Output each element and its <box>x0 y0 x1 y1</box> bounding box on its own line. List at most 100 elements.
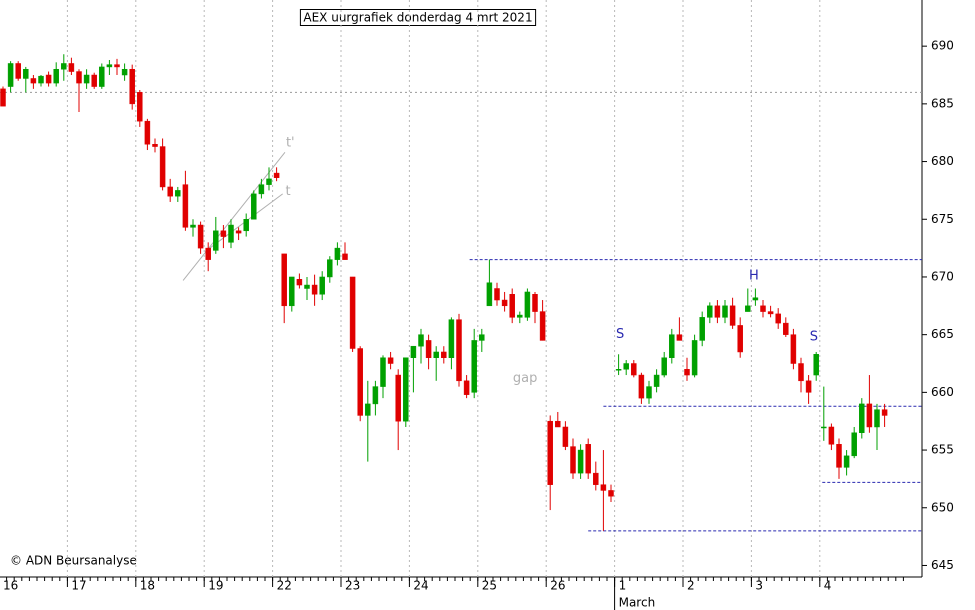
candle-body <box>456 319 462 382</box>
candle-body <box>798 363 804 382</box>
candle-body <box>228 224 234 243</box>
candle-body <box>828 426 835 445</box>
candle-body <box>91 74 97 87</box>
candle-body <box>7 63 14 87</box>
candle-body <box>334 247 341 260</box>
candle-body <box>486 282 493 307</box>
annotation: t <box>285 184 290 199</box>
candle-body <box>220 230 227 237</box>
candle-body <box>235 230 242 234</box>
candle-body <box>83 74 90 84</box>
x-tick-label: 16 <box>3 579 18 593</box>
annotation: H <box>749 268 759 283</box>
candle-body <box>311 284 318 295</box>
y-tick-label: 655 <box>931 443 954 457</box>
candle-body <box>722 305 728 318</box>
y-tick-label: 685 <box>931 96 954 110</box>
candle-body <box>15 63 21 79</box>
x-tick-label: 25 <box>482 579 497 593</box>
candle-body <box>813 354 819 376</box>
candle-body <box>691 340 698 376</box>
candle-body <box>790 334 797 364</box>
candle-body <box>593 472 599 485</box>
candle-body <box>281 253 287 307</box>
candle-body <box>30 78 37 84</box>
y-tick-label: 680 <box>931 154 954 168</box>
candle-body <box>631 363 637 376</box>
y-tick-label: 670 <box>931 269 954 283</box>
annotation: S <box>810 329 818 344</box>
candle-body <box>61 63 67 70</box>
candle-body <box>562 426 569 447</box>
candle-body <box>555 420 561 428</box>
candle-body <box>684 369 690 376</box>
x-tick-label: 23 <box>345 579 360 593</box>
candle-body <box>425 340 432 358</box>
candle-body <box>243 219 249 232</box>
candle-body <box>874 409 880 428</box>
candle-body <box>821 426 827 429</box>
candle-body <box>45 74 52 84</box>
annotation: S <box>616 327 624 342</box>
candle-body <box>539 311 546 341</box>
candle-body <box>205 247 211 260</box>
candle-body <box>441 351 447 358</box>
candle-body <box>524 291 531 318</box>
x-tick-label: 19 <box>208 579 223 593</box>
candle-body <box>714 305 721 318</box>
candle-body <box>380 357 386 387</box>
candle-body <box>167 186 173 197</box>
candle-body <box>836 444 842 468</box>
candle-body <box>327 259 333 278</box>
candle-body <box>532 294 538 312</box>
y-tick-label: 675 <box>931 212 954 226</box>
x-tick-label: 18 <box>140 579 155 593</box>
x-tick-label: 24 <box>413 579 428 593</box>
candle-body <box>0 88 6 107</box>
candle-body <box>152 144 158 147</box>
candle-body <box>304 284 310 289</box>
candle-body <box>509 294 515 318</box>
candle-body <box>395 374 401 422</box>
candle-body <box>570 446 576 474</box>
annotation: gap <box>513 371 537 386</box>
candle-body <box>737 325 743 353</box>
candle-body <box>213 230 219 251</box>
x-tick-label: 3 <box>755 579 763 593</box>
candle-body <box>646 386 652 399</box>
candle-body <box>623 363 629 370</box>
candle-body <box>53 68 59 84</box>
candle-body <box>881 409 888 416</box>
candle-body <box>745 305 751 312</box>
candle-body <box>851 432 857 457</box>
candle-body <box>859 403 865 433</box>
candle-body <box>38 75 44 84</box>
x-tick-label: 1 <box>619 579 627 593</box>
candle-body <box>494 288 500 301</box>
title-box <box>299 9 537 26</box>
candle-body <box>342 253 348 260</box>
candle-body <box>357 348 363 416</box>
candle-body <box>106 64 113 68</box>
candle-body <box>387 357 394 364</box>
candle-body <box>729 305 736 326</box>
y-tick-label: 650 <box>931 500 954 514</box>
candle-body <box>707 305 713 318</box>
candle-body <box>501 299 508 307</box>
candle-body <box>585 444 591 474</box>
y-tick-label: 665 <box>931 327 954 341</box>
candle-body <box>190 224 196 228</box>
candle-body <box>760 305 766 312</box>
trend-line <box>182 152 286 281</box>
candle-body <box>273 172 280 178</box>
candle-body <box>289 276 295 307</box>
candle-body <box>843 455 850 468</box>
candle-body <box>121 68 128 76</box>
candle-body <box>783 322 789 335</box>
x-tick-label: 2 <box>687 579 695 593</box>
candle-body <box>365 403 371 416</box>
candle-body <box>251 193 257 220</box>
candle-body <box>752 297 759 301</box>
x-tick-label: 4 <box>824 579 832 593</box>
